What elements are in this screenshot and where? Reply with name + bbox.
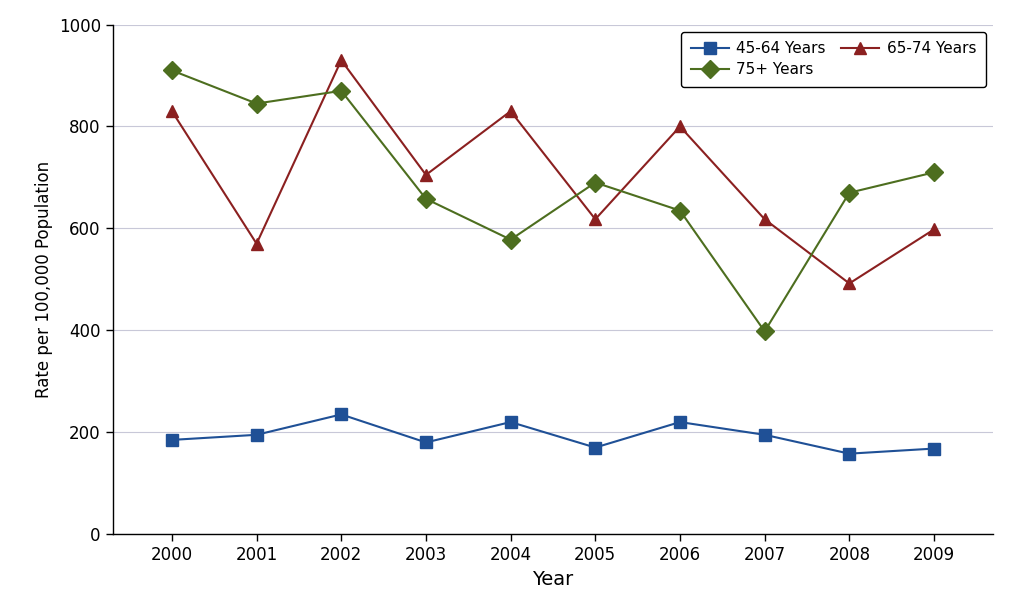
45-64 Years <box>674 418 686 426</box>
X-axis label: Year: Year <box>532 570 573 589</box>
Line: 45-64 Years: 45-64 Years <box>166 408 940 460</box>
45-64 Years <box>589 444 601 451</box>
65-74 Years <box>589 216 601 223</box>
75+ Years <box>420 195 432 203</box>
Y-axis label: Rate per 100,000 Population: Rate per 100,000 Population <box>35 161 53 398</box>
45-64 Years <box>166 436 178 443</box>
75+ Years <box>251 100 263 107</box>
75+ Years <box>505 236 517 243</box>
65-74 Years <box>505 107 517 115</box>
65-74 Years <box>928 226 940 233</box>
45-64 Years <box>420 439 432 446</box>
45-64 Years <box>505 418 517 426</box>
65-74 Years <box>251 240 263 247</box>
45-64 Years <box>759 431 771 438</box>
Legend: 45-64 Years, 75+ Years, 65-74 Years, : 45-64 Years, 75+ Years, 65-74 Years, <box>681 32 986 87</box>
45-64 Years <box>335 411 347 418</box>
45-64 Years <box>251 431 263 438</box>
75+ Years <box>335 87 347 95</box>
65-74 Years <box>843 280 855 287</box>
65-74 Years <box>420 171 432 179</box>
Line: 75+ Years: 75+ Years <box>166 64 940 338</box>
75+ Years <box>166 67 178 74</box>
65-74 Years <box>166 107 178 115</box>
75+ Years <box>759 328 771 335</box>
75+ Years <box>928 169 940 176</box>
75+ Years <box>843 189 855 196</box>
75+ Years <box>674 207 686 214</box>
65-74 Years <box>335 56 347 64</box>
Line: 65-74 Years: 65-74 Years <box>166 54 940 290</box>
65-74 Years <box>759 216 771 223</box>
75+ Years <box>589 179 601 186</box>
65-74 Years <box>674 123 686 130</box>
45-64 Years <box>843 450 855 457</box>
45-64 Years <box>928 445 940 453</box>
